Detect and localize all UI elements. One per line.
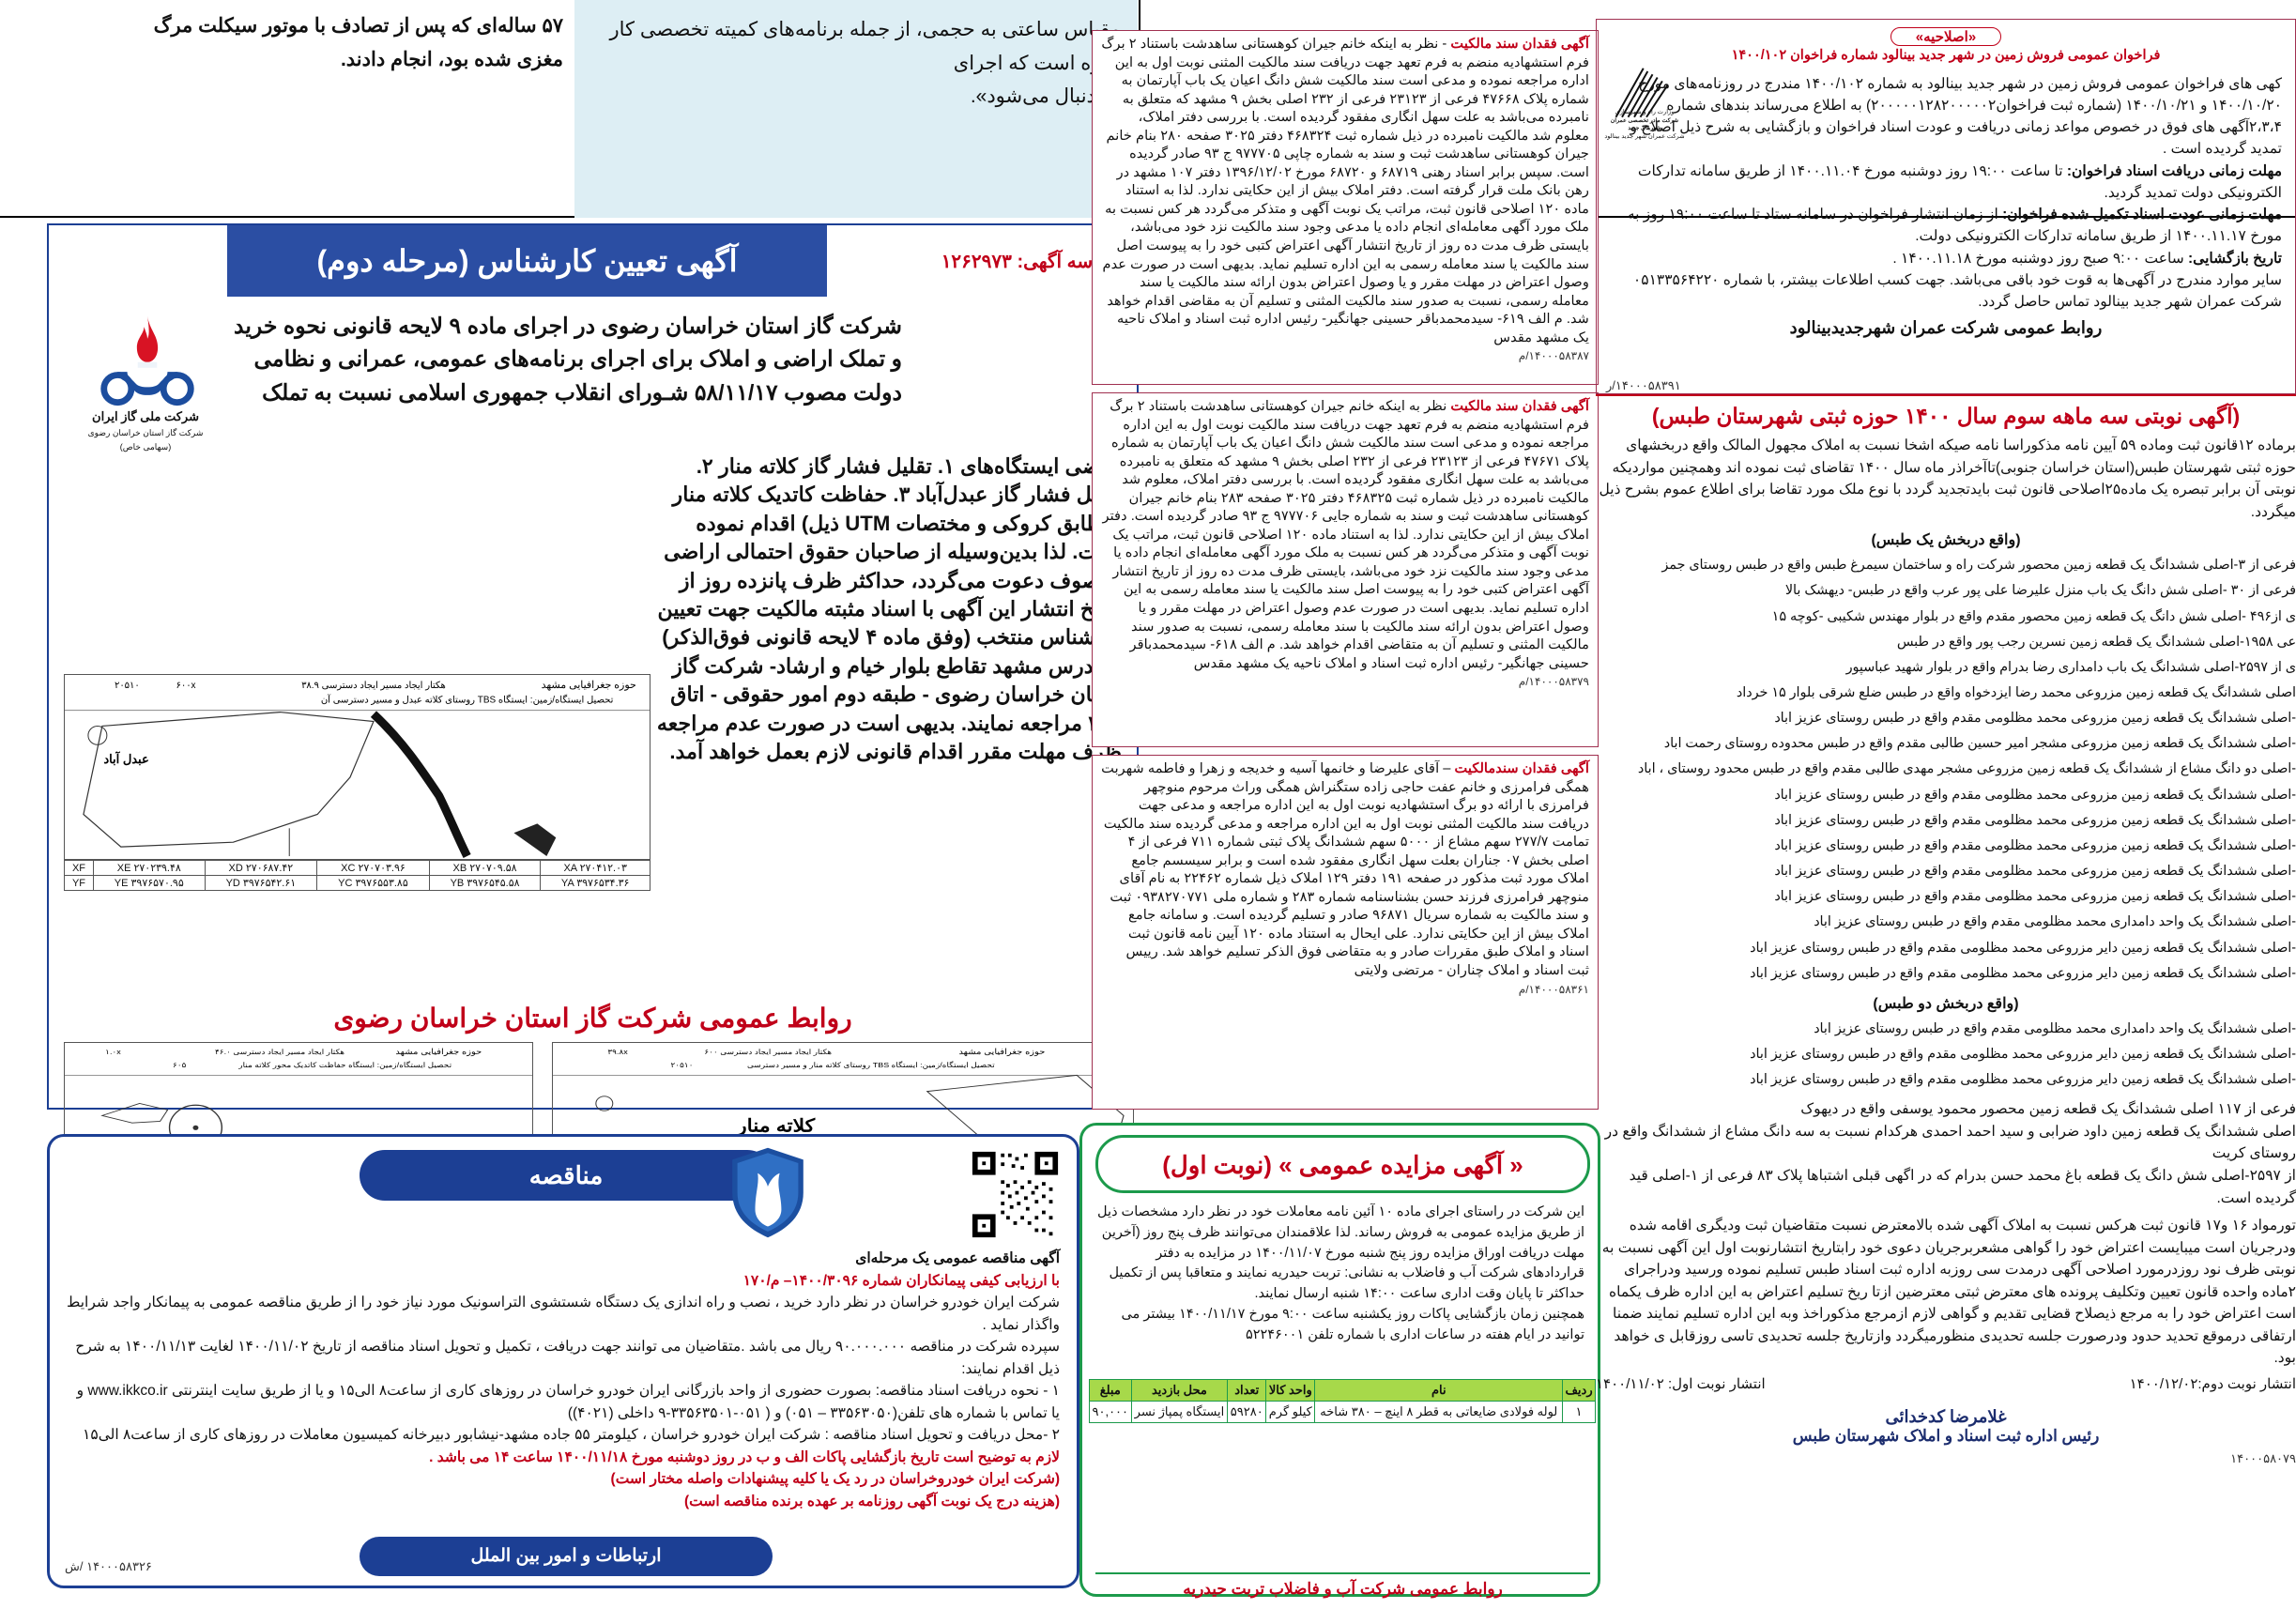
svg-text:حوزه جغرافیایی مشهد: حوزه جغرافیایی مشهد (395, 1048, 482, 1057)
svg-text:هکتار ایجاد مسیر ایجاد دسترسی: هکتار ایجاد مسیر ایجاد دسترسی ۶۰۰ (704, 1048, 832, 1056)
svg-text:تحصیل ایستگاه/زمین: ایستگاه حف: تحصیل ایستگاه/زمین: ایستگاه حفاظت کاتدیک… (237, 1060, 452, 1068)
svg-text:هكتار ایجاد مسیر ایجاد دسترسی: هكتار ایجاد مسیر ایجاد دسترسی ۳۸.۹ (301, 681, 446, 691)
svg-text:تحصیل ایستگاه/زمین: ایستگاه TB: تحصیل ایستگاه/زمین: ایستگاه TBS روستای ک… (747, 1060, 995, 1068)
svg-text:۲۰۵۱۰: ۲۰۵۱۰ (115, 681, 140, 691)
svg-text:۲۰۵۱۰: ۲۰۵۱۰ (670, 1060, 693, 1068)
svg-text:۶۰۵: ۶۰۵ (173, 1060, 186, 1068)
svg-text:۶۰۰x: ۶۰۰x (176, 681, 196, 691)
svg-text:عبدل آباد: عبدل آباد (103, 751, 148, 766)
svg-text:حوزه جغرافیایی مشهد: حوزه جغرافیایی مشهد (958, 1048, 1045, 1057)
svg-text:حوزه جغرافیایی مشهد: حوزه جغرافیایی مشهد (542, 680, 636, 691)
svg-text:۳۹.۸x: ۳۹.۸x (607, 1048, 628, 1056)
svg-text:تحصیل ایستگاه/زمین: ایستگاه TB: تحصیل ایستگاه/زمین: ایستگاه TBS روستای ک… (321, 694, 614, 706)
svg-text:۱.۰x: ۱.۰x (105, 1048, 121, 1056)
svg-text:هکتار ایجاد مسیر ایجاد دسترسی: هکتار ایجاد مسیر ایجاد دسترسی ۴۶.۰ (215, 1048, 344, 1056)
